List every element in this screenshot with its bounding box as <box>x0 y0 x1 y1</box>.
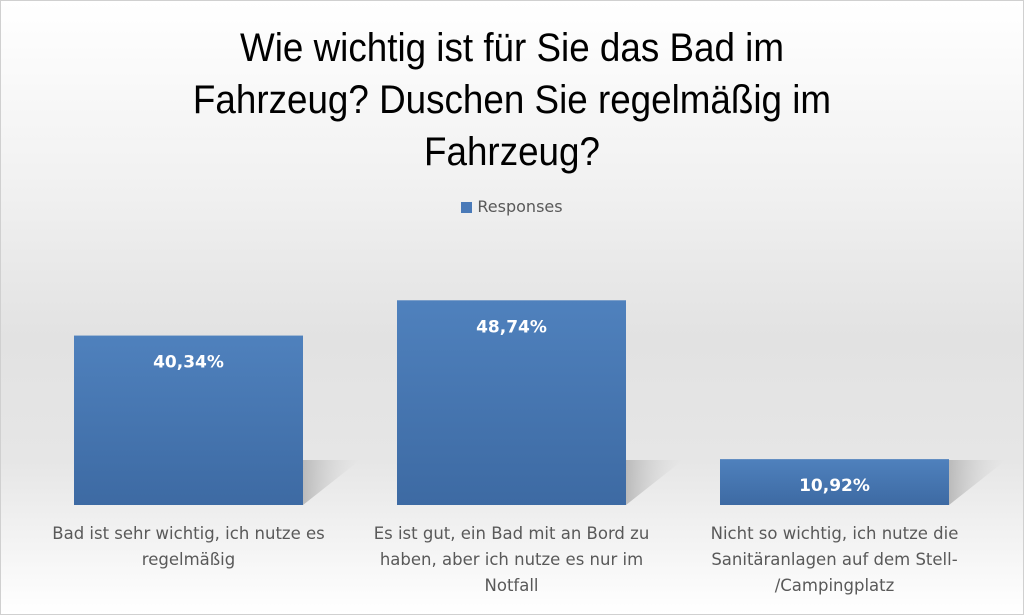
bar-2 <box>397 300 626 505</box>
bar-shadow <box>303 460 360 505</box>
data-label: 10,92% <box>799 476 870 496</box>
title-line: Fahrzeug? <box>424 130 600 174</box>
legend-swatch-responses <box>461 202 473 213</box>
x-tick-label-line: regelmäßig <box>141 550 236 569</box>
data-label: 40,34% <box>153 353 224 373</box>
x-tick-label: Bad ist sehr wichtig, ich nutze es regelm… <box>39 521 339 573</box>
x-tick-label-line: Nicht so wichtig, ich nutze die <box>710 524 959 543</box>
x-tick-label: Nicht so wichtig, ich nutze die Sanitäran… <box>685 521 985 599</box>
x-tick-label-line: /Campingplatz <box>774 576 895 595</box>
legend-label-responses: Responses <box>477 197 563 216</box>
bar-shadow <box>949 460 1006 505</box>
bar-1 <box>74 335 303 505</box>
legend: Responses <box>0 197 1024 216</box>
x-tick-label: Es ist gut, ein Bad mit an Bord zu haben,… <box>362 521 662 599</box>
x-tick-label-line: Sanitäranlagen auf dem Stell- <box>711 550 958 569</box>
bar-shadow <box>626 460 683 505</box>
x-tick-label-line: Notfall <box>484 576 539 595</box>
data-label: 48,74% <box>476 317 547 337</box>
chart-title: Wie wichtig ist für Sie das Bad im Fahrz… <box>133 22 891 178</box>
x-tick-label-line: haben, aber ich nutze es nur im <box>379 550 644 569</box>
x-tick-label-line: Es ist gut, ein Bad mit an Bord zu <box>373 524 650 543</box>
title-line: Fahrzeug? Duschen Sie regelmäßig im <box>192 78 832 122</box>
title-line: Wie wichtig ist für Sie das Bad im <box>239 26 785 70</box>
x-tick-label-line: Bad ist sehr wichtig, ich nutze es <box>52 524 325 543</box>
bar-3 <box>720 459 949 505</box>
